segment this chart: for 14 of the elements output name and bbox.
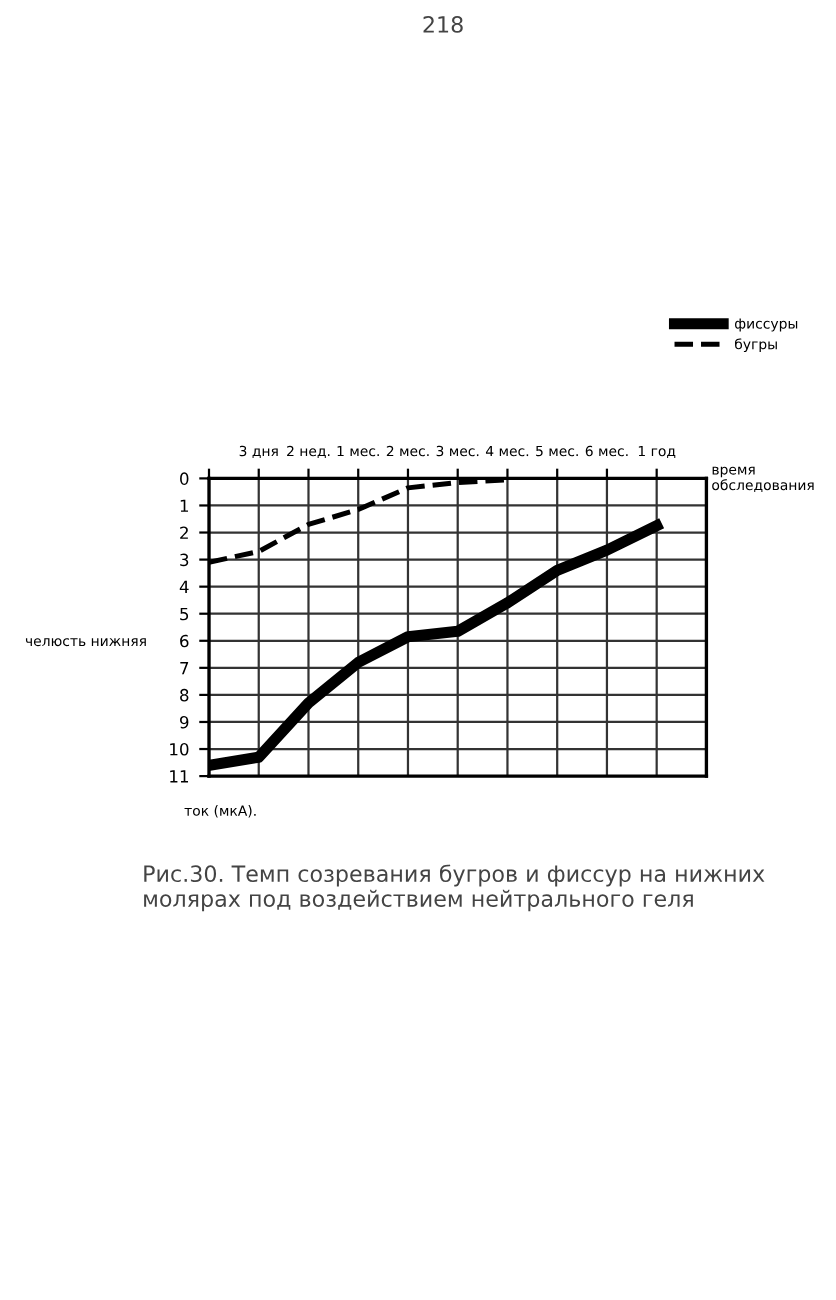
text: Рис.30. Темп созревания бугров и фиссур на нижних молярах под воздействием нейтрального геля: [144, 864, 765, 912]
text: 218: [423, 16, 463, 33]
y-tick-label: 9: [180, 715, 189, 729]
y-tick-label: 10: [170, 743, 189, 756]
y-tick-label: 5: [180, 607, 189, 621]
y-tick-label: 8: [180, 688, 189, 702]
y-tick-label: 3: [180, 553, 189, 567]
y-tick-label: 11: [170, 770, 189, 783]
y-tick-label: 0: [180, 472, 189, 485]
y-tick-label: 6: [180, 634, 189, 648]
y-tick-label: 2: [180, 526, 188, 539]
y-tick-label: 7: [180, 662, 189, 675]
y-tick-label: 1: [180, 499, 189, 512]
y-tick-label: 4: [179, 580, 189, 593]
